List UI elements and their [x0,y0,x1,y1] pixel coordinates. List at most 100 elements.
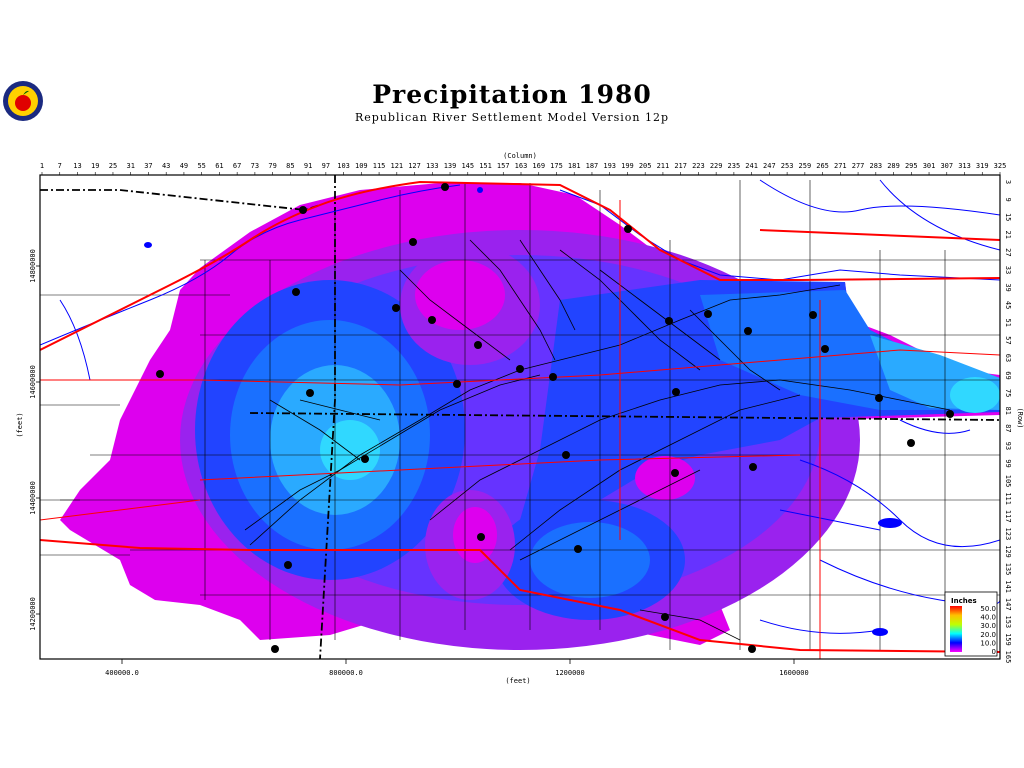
column-tick-label: 223 [692,162,705,170]
column-tick-label: 301 [923,162,936,170]
column-tick-label: 103 [337,162,350,170]
column-tick-label: 19 [91,162,99,170]
column-tick-label: 127 [408,162,421,170]
column-tick-label: 247 [763,162,776,170]
station-marker [821,345,829,353]
legend-label: 10.0 [980,639,996,647]
precip-zone-low-east [635,456,695,500]
row-tick-label: 33 [1004,266,1012,274]
station-marker [809,311,817,319]
row-tick-label: 3 [1004,180,1012,184]
station-marker [361,455,369,463]
station-marker [665,317,673,325]
column-tick-label: 205 [639,162,652,170]
row-tick-label: 39 [1004,283,1012,291]
column-tick-label: 265 [816,162,829,170]
column-tick-label: 211 [657,162,670,170]
station-marker [672,388,680,396]
station-marker [549,373,557,381]
row-tick-label: 21 [1004,231,1012,239]
x-tick-label: 1600000 [779,669,809,677]
station-marker [409,238,417,246]
column-tick-label: 157 [497,162,510,170]
y-axis: 14800000 14600000 14400000 14200000 [29,249,40,631]
column-axis: 1 7 13 19 25 31 37 43 49 55 61 67 73 79 85 91 97 103 109 11… [40,162,1006,175]
column-tick-label: 133 [426,162,439,170]
precip-zone-midblue-south [530,522,650,598]
station-marker [271,645,279,653]
station-marker [516,365,524,373]
row-tick-label: 111 [1004,492,1012,505]
y-tick-label: 14600000 [29,365,37,399]
station-marker [453,380,461,388]
legend-label: 20.0 [980,631,996,639]
column-tick-label: 253 [781,162,794,170]
column-axis-label: (Column) [503,152,537,160]
column-tick-label: 85 [286,162,294,170]
station-marker [574,545,582,553]
y-tick-label: 14800000 [29,249,37,283]
station-marker [748,645,756,653]
column-tick-label: 145 [461,162,474,170]
column-tick-label: 169 [532,162,545,170]
row-tick-label: 141 [1004,580,1012,593]
page-subtitle: Republican River Settlement Model Versio… [355,111,669,124]
column-tick-label: 217 [674,162,687,170]
column-tick-label: 97 [322,162,330,170]
legend-label: 40.0 [980,614,996,622]
column-tick-label: 91 [304,162,312,170]
column-tick-label: 259 [799,162,812,170]
station-marker [299,206,307,214]
column-tick-label: 49 [180,162,188,170]
station-marker [306,389,314,397]
station-marker [661,613,669,621]
row-tick-label: 51 [1004,319,1012,327]
station-marker [292,288,300,296]
station-marker [156,370,164,378]
station-marker [875,394,883,402]
row-tick-label: 117 [1004,510,1012,523]
station-marker [624,225,632,233]
row-tick-label: 69 [1004,371,1012,379]
row-axis: 3915212733394551576369758187939910511111… [1004,180,1012,663]
x-tick-label: 1200000 [555,669,585,677]
station-marker [946,410,954,418]
row-tick-label: 45 [1004,301,1012,309]
y-axis-label: (feet) [16,412,24,437]
column-tick-label: 73 [251,162,259,170]
column-tick-label: 229 [710,162,723,170]
legend: Inches 50.040.030.020.010.00 [944,591,998,657]
column-tick-label: 199 [621,162,634,170]
page-title: Precipitation 1980 [372,80,652,109]
x-tick-label: 400000.0 [105,669,139,677]
column-tick-label: 7 [58,162,62,170]
station-points [156,183,954,653]
column-tick-label: 313 [958,162,971,170]
x-axis-label: (feet) [505,677,530,685]
y-tick-label: 14400000 [29,481,37,515]
station-marker [428,316,436,324]
column-tick-label: 13 [73,162,81,170]
column-tick-label: 307 [940,162,953,170]
column-tick-label: 139 [444,162,457,170]
station-marker [477,533,485,541]
row-tick-label: 153 [1004,615,1012,628]
column-tick-label: 37 [144,162,152,170]
row-tick-label: 87 [1004,424,1012,432]
column-tick-label: 151 [479,162,492,170]
legend-label: 50.0 [980,605,996,613]
row-tick-label: 129 [1004,545,1012,558]
row-tick-label: 75 [1004,389,1012,397]
row-tick-label: 93 [1004,442,1012,450]
column-tick-label: 319 [976,162,989,170]
column-tick-label: 1 [40,162,44,170]
column-tick-label: 67 [233,162,241,170]
x-axis: 400000.0 800000.0 1200000 1600000 [105,659,809,677]
station-marker [671,469,679,477]
column-tick-label: 79 [268,162,276,170]
column-tick-label: 175 [550,162,563,170]
row-tick-label: 165 [1004,651,1012,664]
column-tick-label: 187 [586,162,599,170]
column-tick-label: 295 [905,162,918,170]
column-tick-label: 109 [355,162,368,170]
